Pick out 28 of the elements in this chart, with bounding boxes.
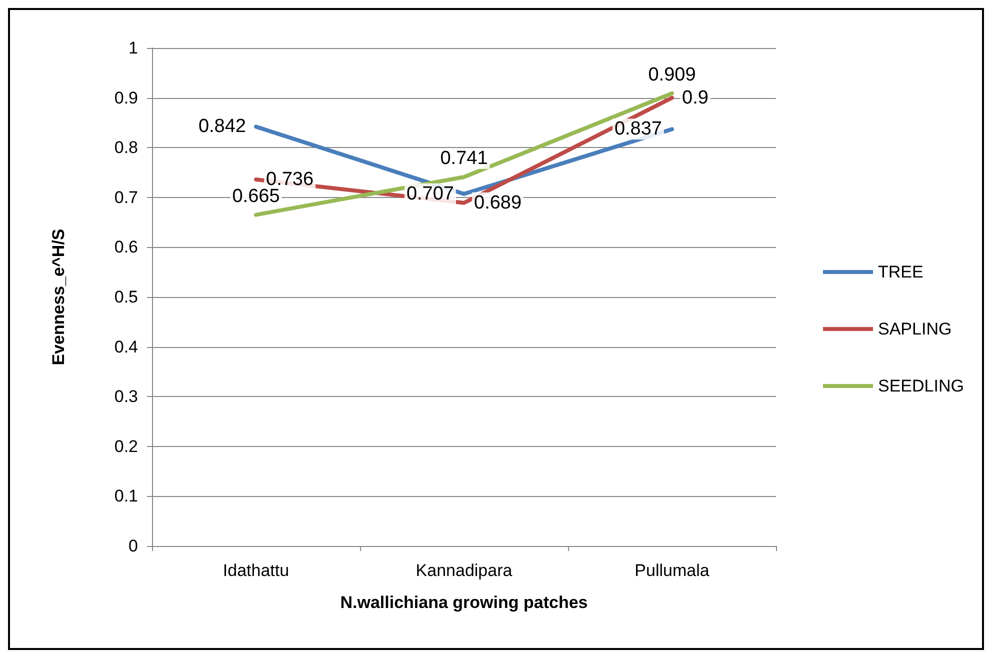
data-label: 0.9 — [682, 87, 708, 108]
data-label: 0.837 — [614, 118, 662, 140]
data-label: 0.741 — [440, 148, 488, 169]
y-tick-label: 0.5 — [114, 288, 138, 306]
data-label: 0.842 — [198, 116, 246, 138]
data-label: 0.689 — [474, 192, 522, 214]
x-tick-label: Pullumala — [634, 561, 710, 580]
x-axis-title: N.wallichiana growing patches — [340, 593, 588, 612]
y-tick-label: 0.3 — [114, 387, 138, 406]
legend-label: SEEDLING — [878, 376, 964, 396]
y-tick-label: 0.4 — [114, 337, 138, 356]
legend-label: TREE — [878, 262, 924, 282]
y-tick-label: 0.2 — [114, 436, 138, 456]
data-label: 0.736 — [266, 168, 314, 190]
y-tick-label: 1 — [128, 38, 138, 58]
y-tick-label: 0.1 — [114, 486, 138, 506]
y-tick-label: 0.6 — [114, 238, 138, 257]
y-tick-label: 0.7 — [114, 188, 138, 207]
y-axis-title: Evenness_e^H/S — [49, 228, 68, 366]
x-tick-label: Idathattu — [222, 561, 290, 580]
x-tick-label: Kannadipara — [416, 561, 513, 580]
legend-label: SAPLING — [878, 320, 952, 338]
data-label: 0.909 — [648, 64, 696, 86]
data-label: 0.707 — [406, 183, 454, 204]
y-tick-label: 0.8 — [114, 138, 138, 158]
y-tick-label: 0.9 — [114, 88, 138, 108]
data-label: 0.665 — [232, 186, 280, 207]
y-tick-label: 0 — [128, 536, 138, 556]
